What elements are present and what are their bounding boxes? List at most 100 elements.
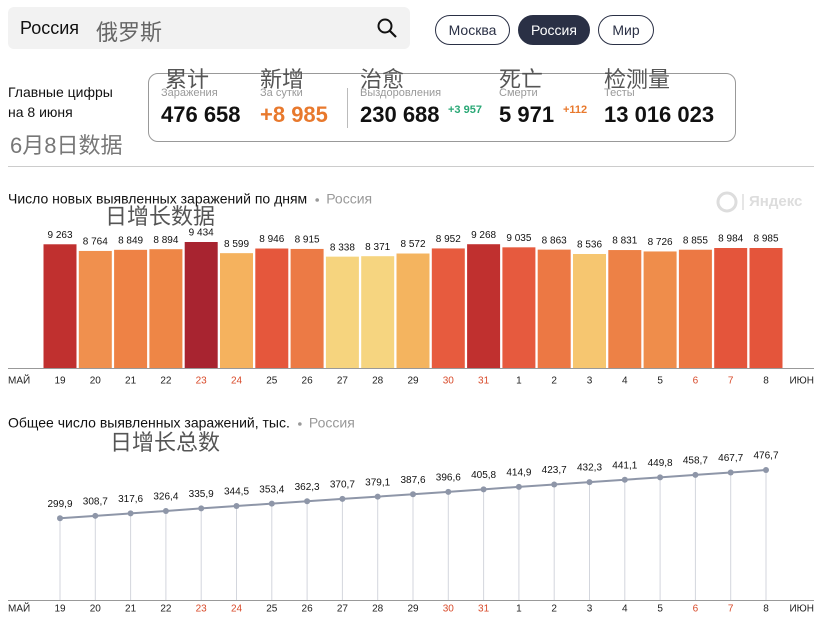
bar [573, 253, 606, 368]
stat-value: 5 971 [499, 102, 555, 127]
logo [716, 191, 738, 213]
bullet [298, 422, 302, 426]
point [162, 507, 169, 514]
value-label: 396,6 [436, 472, 461, 483]
heading-line: Главные цифры [8, 84, 113, 100]
value-label: 9 268 [471, 230, 496, 241]
stat-label: Заражения [161, 87, 218, 99]
annotation: 6月8日数据 [10, 133, 123, 158]
axis-label: ИЮН [789, 376, 814, 387]
stat-delta: +112 [563, 104, 588, 116]
point [727, 469, 734, 476]
value-label: 9 263 [47, 230, 72, 241]
x-tick-label: 6 [693, 604, 699, 615]
value-label: 9 035 [506, 233, 531, 244]
point [304, 498, 311, 505]
bar [255, 248, 289, 368]
stats-panel: 累计 Заражения 476 658 新增 За сутки +8 985 … [148, 67, 736, 142]
x-tick-label: 1 [516, 376, 522, 387]
value-label: 317,6 [118, 494, 143, 505]
bar [184, 242, 218, 368]
value-label: 8 572 [400, 239, 425, 250]
x-tick-label: 20 [90, 604, 102, 615]
x-tick-label: 31 [478, 376, 490, 387]
x-tick-label: 26 [302, 604, 314, 615]
value-label: 476,7 [753, 451, 778, 462]
x-tick-label: 19 [54, 376, 66, 387]
stat-value: 13 016 023 [604, 102, 715, 127]
search-box[interactable]: Россия 俄罗斯 [8, 7, 410, 49]
value-label: 8 984 [718, 234, 743, 245]
x-tick-label: 30 [443, 604, 455, 615]
value-label: 387,6 [400, 475, 425, 486]
bar [290, 248, 324, 368]
value-label: 362,3 [295, 482, 320, 493]
x-tick-label: 3 [587, 604, 593, 615]
value-label: 8 915 [295, 235, 320, 246]
point [57, 515, 63, 522]
tab[interactable]: Москва [435, 15, 510, 45]
bar [608, 250, 642, 368]
point [515, 483, 522, 490]
annotation: 日增长数据 [105, 204, 215, 229]
axis-label: ИЮН [789, 604, 814, 615]
bar [714, 248, 748, 368]
value-label: 467,7 [718, 453, 743, 464]
x-tick-label: 24 [231, 604, 243, 615]
x-tick-label: 21 [125, 376, 137, 387]
x-tick-label: 31 [478, 604, 490, 615]
summary-heading: Главные цифры на 8 июня [8, 82, 113, 122]
x-tick-label: 30 [443, 376, 455, 387]
x-tick-label: 25 [266, 604, 278, 615]
value-label: 423,7 [542, 465, 567, 476]
x-tick-label: 1 [516, 604, 522, 615]
bar [502, 247, 536, 368]
stat-label: Тесты [604, 87, 635, 99]
chart-title: Общее число выявленных заражений, тыс. [8, 415, 290, 431]
x-tick-label: 22 [160, 604, 172, 615]
value-label: 8 536 [577, 240, 602, 251]
point [198, 505, 205, 512]
annotation: 治愈 [360, 67, 405, 92]
value-label: 326,4 [153, 492, 178, 503]
value-label: 8 863 [542, 235, 567, 246]
point [692, 471, 699, 478]
value-label: 308,7 [83, 496, 108, 507]
tab[interactable]: Мир [598, 15, 654, 45]
bar [537, 249, 571, 368]
value-label: 8 831 [612, 236, 637, 247]
bar [78, 250, 112, 368]
x-tick-label: 3 [587, 376, 593, 387]
point [339, 495, 346, 502]
x-tick-label: 8 [763, 604, 769, 615]
annotation: 新增 [260, 67, 305, 92]
point [127, 510, 134, 517]
tab-active[interactable]: Россия [518, 15, 590, 45]
axis-label: МАЙ [8, 374, 30, 387]
value-label: 432,3 [577, 463, 602, 474]
value-label: 344,5 [224, 487, 249, 498]
x-tick-label: 8 [763, 376, 769, 387]
bar [396, 253, 430, 368]
stat-value: 476 658 [161, 102, 241, 127]
search-icon[interactable] [376, 17, 398, 39]
value-label: 8 894 [153, 235, 178, 246]
x-tick-label: 23 [196, 376, 208, 387]
value-label: 8 855 [683, 235, 708, 246]
chart-title: Число новых выявленных заражений по дням [8, 191, 307, 207]
x-tick-label: 24 [231, 376, 243, 387]
value-label: 335,9 [189, 489, 214, 500]
value-label: 8 946 [259, 234, 284, 245]
value-label: 8 371 [365, 242, 390, 253]
x-tick-label: 2 [551, 376, 557, 387]
value-label: 379,1 [365, 477, 390, 488]
watermark: Яндекс [749, 193, 802, 210]
x-tick-label: 29 [407, 604, 419, 615]
x-tick-label: 23 [196, 604, 208, 615]
chart-subtitle: Россия [326, 191, 372, 207]
bar [361, 256, 395, 368]
x-tick-label: 22 [160, 376, 172, 387]
annotation: 俄罗斯 [96, 20, 163, 45]
value-label: 449,8 [648, 458, 673, 469]
value-label: 8 726 [648, 237, 673, 248]
